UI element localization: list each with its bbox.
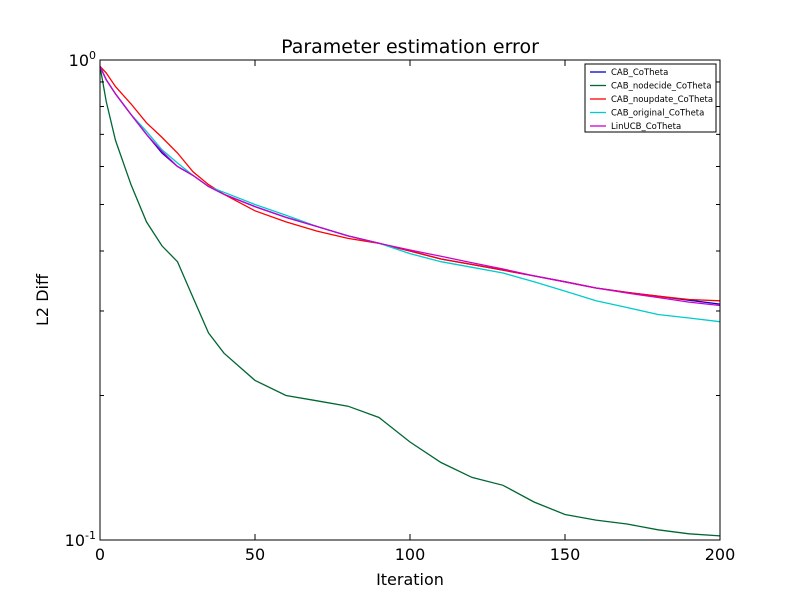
legend-label-0: CAB_CoTheta (611, 68, 668, 78)
y-axis-label: L2 Diff (33, 273, 52, 326)
legend-box (584, 63, 717, 133)
x-tick-label-1: 50 (245, 545, 265, 564)
legend-label-2: CAB_noupdate_CoTheta (611, 95, 713, 105)
legend-label-1: CAB_nodecide_CoTheta (611, 82, 711, 92)
legend-label-4: LinUCB_CoTheta (611, 122, 681, 132)
axis-ticks (99, 59, 721, 541)
legend-label-3: CAB_original_CoTheta (611, 109, 704, 119)
series-line-4 (99, 66, 721, 307)
plot-lines (99, 65, 721, 537)
legend: CAB_CoTheta CAB_nodecide_CoTheta CAB_noupd… (584, 63, 717, 133)
x-tick-label-4: 200 (705, 545, 736, 564)
x-tick-label-0: 0 (95, 545, 105, 564)
tick-labels: 0 50 100 150 200 100 10-1 (65, 49, 736, 564)
x-axis-label: Iteration (376, 570, 444, 589)
chart-title: Parameter estimation error (281, 36, 539, 58)
series-line-1 (99, 66, 721, 537)
x-tick-label-3: 150 (550, 545, 581, 564)
y-tick-label-0: 100 (69, 49, 96, 70)
y-tick-label-1: 10-1 (65, 529, 96, 550)
x-tick-label-2: 100 (395, 545, 426, 564)
